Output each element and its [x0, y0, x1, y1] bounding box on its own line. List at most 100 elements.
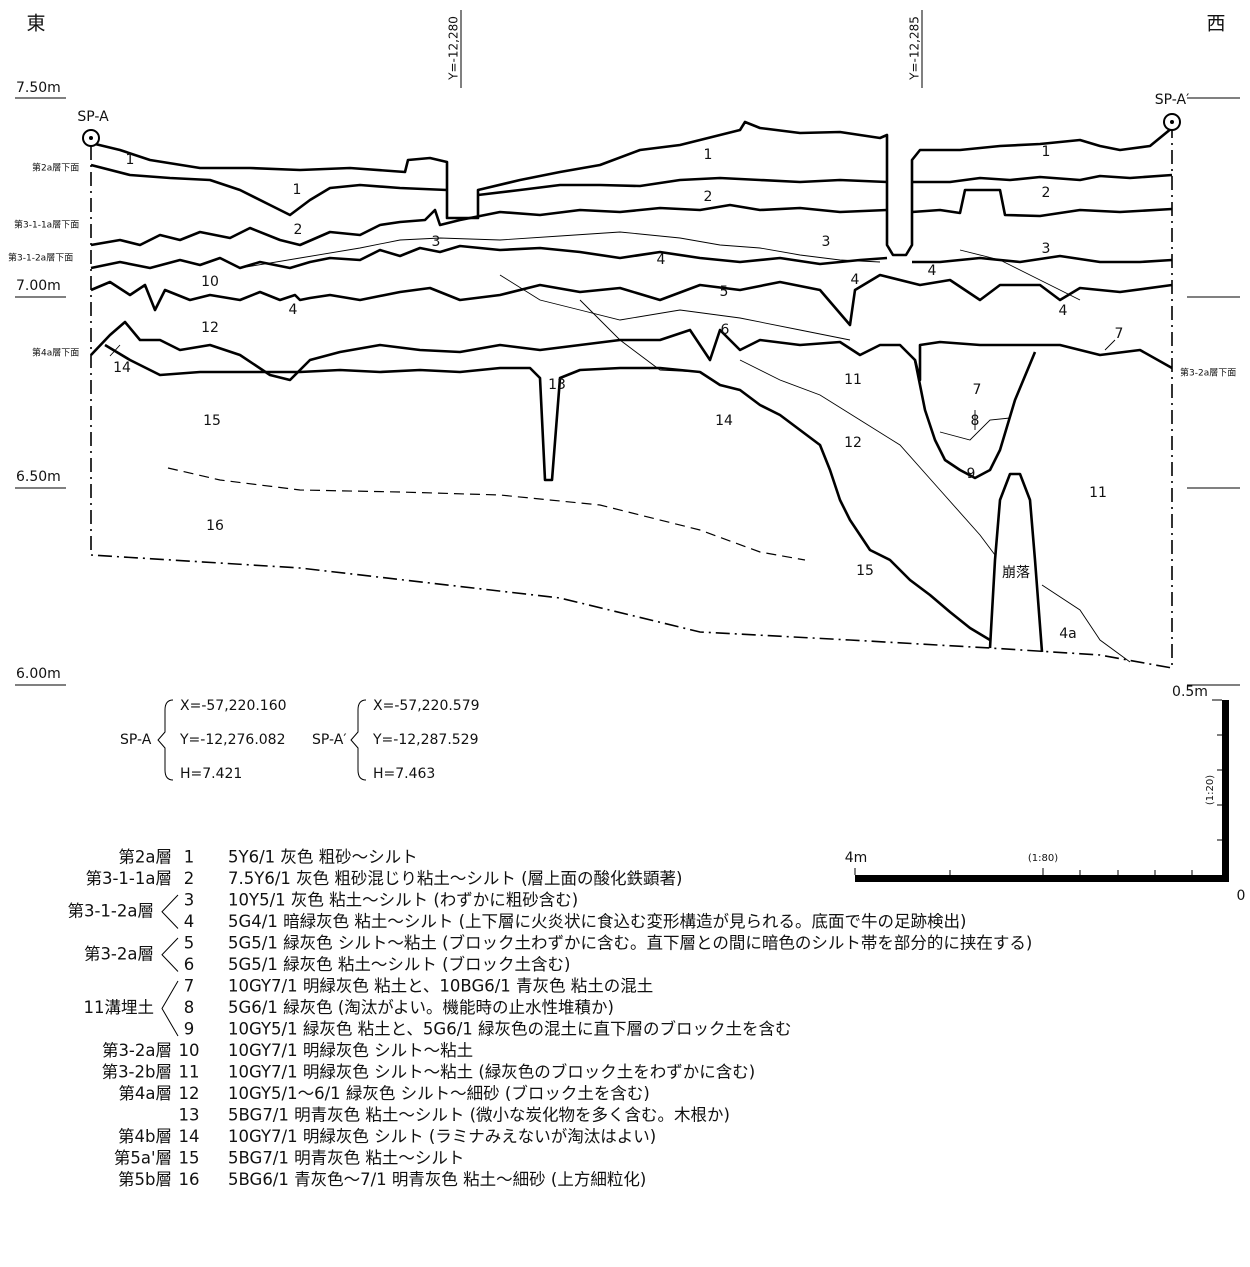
- legend-description: 5G5/1 緑灰色 粘土～シルト (ブロック土含む): [228, 954, 570, 974]
- grid-label: Y=-12,280: [447, 16, 461, 81]
- station-label: SP-A: [120, 732, 152, 748]
- legend-description: 10GY5/1～6/1 緑灰色 シルト～細砂 (ブロック土を含む): [228, 1083, 650, 1103]
- layer-label: 3: [1042, 241, 1051, 257]
- legend-description: 5BG7/1 明青灰色 粘土～シルト: [228, 1149, 464, 1168]
- layer-label: 7: [1115, 326, 1124, 342]
- page: 東 西 Y=-12,280 Y=-12,285 7.50m 7.00m 6.50…: [0, 0, 1250, 1267]
- legend-number: 8: [184, 998, 195, 1017]
- layer-label: 9: [967, 466, 976, 482]
- coordinate: Y=-12,287.529: [372, 732, 479, 748]
- legend-description: 10GY7/1 明緑灰色 シルト (ラミナみえないが淘汰はよい): [228, 1127, 656, 1146]
- layer-label: 12: [844, 435, 862, 451]
- legend-group: 第4b層: [118, 1127, 172, 1146]
- coordinate: Y=-12,276.082: [179, 732, 286, 748]
- coordinate: X=-57,220.579: [373, 698, 480, 714]
- legend-number: 6: [184, 955, 195, 974]
- layer-line: [91, 122, 1172, 255]
- legend-group: 第5b層: [118, 1170, 172, 1189]
- legend-group: 第3-1-1a層: [85, 869, 172, 888]
- boundary-line: [1042, 585, 1130, 662]
- station-label: SP-A: [77, 109, 109, 125]
- scale-label: 0: [1237, 888, 1246, 904]
- legend-number: 9: [184, 1020, 195, 1039]
- coordinate: H=7.463: [373, 766, 435, 782]
- layer-label: 14: [113, 360, 131, 376]
- layer-label: 8: [971, 413, 980, 429]
- legend-description: 7.5Y6/1 灰色 粗砂混じり粘土～シルト (層上面の酸化鉄顕著): [228, 869, 682, 888]
- layer-label: 3: [822, 234, 831, 250]
- legend-description: 10GY7/1 明緑灰色 粘土と、10BG6/1 青灰色 粘土の混土: [228, 977, 653, 996]
- layer-label: 12: [201, 320, 219, 336]
- surface-label: 第2a層下面: [32, 162, 79, 174]
- legend-number: 16: [179, 1170, 200, 1189]
- scale-label: (1:20): [1205, 775, 1216, 805]
- boundary-line: [580, 300, 700, 372]
- legend-number: 10: [179, 1041, 200, 1060]
- layer-label: 3: [432, 234, 441, 250]
- section-lines: [91, 122, 1172, 668]
- layer-label: 11: [1089, 485, 1107, 501]
- layer-label: 崩落: [1002, 565, 1030, 581]
- layer-label: 4: [289, 302, 298, 318]
- layer-label: 1: [126, 152, 135, 168]
- layer-line: [91, 275, 1172, 325]
- legend-description: 5G6/1 緑灰色 (淘汰がよい。機能時の止水性堆積か): [228, 998, 614, 1017]
- legend-bracket: [162, 981, 178, 1036]
- layer-label: 1: [1042, 144, 1051, 160]
- elevation-label: 6.00m: [16, 666, 61, 682]
- station-marker: [89, 136, 93, 140]
- layer-label: 4: [1059, 303, 1068, 319]
- coordinate: X=-57,220.160: [180, 698, 287, 714]
- brace: [158, 700, 173, 780]
- legend-group: 11溝埋土: [84, 998, 155, 1017]
- layer-label: 7: [973, 382, 982, 398]
- layer-label: 2: [1042, 185, 1051, 201]
- layer-label: 6: [721, 322, 730, 338]
- layer-label: 10: [201, 274, 219, 290]
- layer-label: 5: [720, 284, 729, 300]
- legend-number: 11: [179, 1063, 200, 1082]
- legend-group: 第3-2a層: [84, 944, 154, 963]
- layer-line: [91, 165, 447, 215]
- legend-description: 10Y5/1 灰色 粘土～シルト (わずかに粗砂含む): [228, 891, 578, 910]
- layer-label: 4: [851, 272, 860, 288]
- station-marker: [1170, 120, 1174, 124]
- legend-number: 3: [184, 891, 195, 910]
- grid-label: Y=-12,285: [908, 16, 922, 81]
- surface-label: 第3-1-1a層下面: [14, 219, 79, 231]
- elevation-label: 7.00m: [16, 278, 61, 294]
- layer-label: 13: [548, 377, 566, 393]
- layer-label: 2: [294, 222, 303, 238]
- layer-label: 15: [203, 413, 221, 429]
- layer-line: [91, 205, 887, 245]
- stations: SP-A SP-A′: [77, 92, 1189, 146]
- legend-description: 10GY5/1 緑灰色 粘土と、5G6/1 緑灰色の混土に直下層のブロック土を含…: [228, 1019, 792, 1039]
- legend-description: 5Y6/1 灰色 粗砂～シルト: [228, 848, 418, 867]
- surface-label: 第3-1-2a層下面: [8, 252, 73, 264]
- legend-group: 第2a層: [118, 848, 172, 867]
- legend-number: 13: [179, 1106, 200, 1125]
- section-edge: [91, 128, 1172, 668]
- legend-description: 5G4/1 暗緑灰色 粘土～シルト (上下層に火炎状に食込む変形構造が見られる。…: [228, 912, 966, 931]
- brace: [351, 700, 366, 780]
- direction-east: 東: [26, 13, 45, 35]
- legend-number: 14: [179, 1127, 200, 1146]
- boundary-line: [740, 360, 995, 555]
- legend-number: 15: [179, 1149, 200, 1168]
- station-label: SP-A′: [1155, 92, 1190, 108]
- legend-description: 5BG6/1 青灰色～7/1 明青灰色 粘土～細砂 (上方細粒化): [228, 1170, 646, 1189]
- legend-group: 第5a'層: [114, 1149, 172, 1168]
- dashed-boundary: [168, 468, 805, 560]
- coordinate: H=7.421: [180, 766, 242, 782]
- layer-label: 1: [293, 182, 302, 198]
- legend-number: 12: [179, 1084, 200, 1103]
- legend-group: 第3-1-2a層: [67, 901, 154, 920]
- elevation-label: 6.50m: [16, 469, 61, 485]
- legend-number: 4: [184, 912, 195, 931]
- legend-bracket: [162, 938, 178, 972]
- coordinates: SP-A X=-57,220.160 Y=-12,276.082 H=7.421…: [120, 698, 480, 782]
- legend-description: 5BG7/1 明青灰色 粘土～シルト (微小な炭化物を多く含む。木根か): [228, 1106, 730, 1125]
- scale-bar: [1222, 700, 1229, 882]
